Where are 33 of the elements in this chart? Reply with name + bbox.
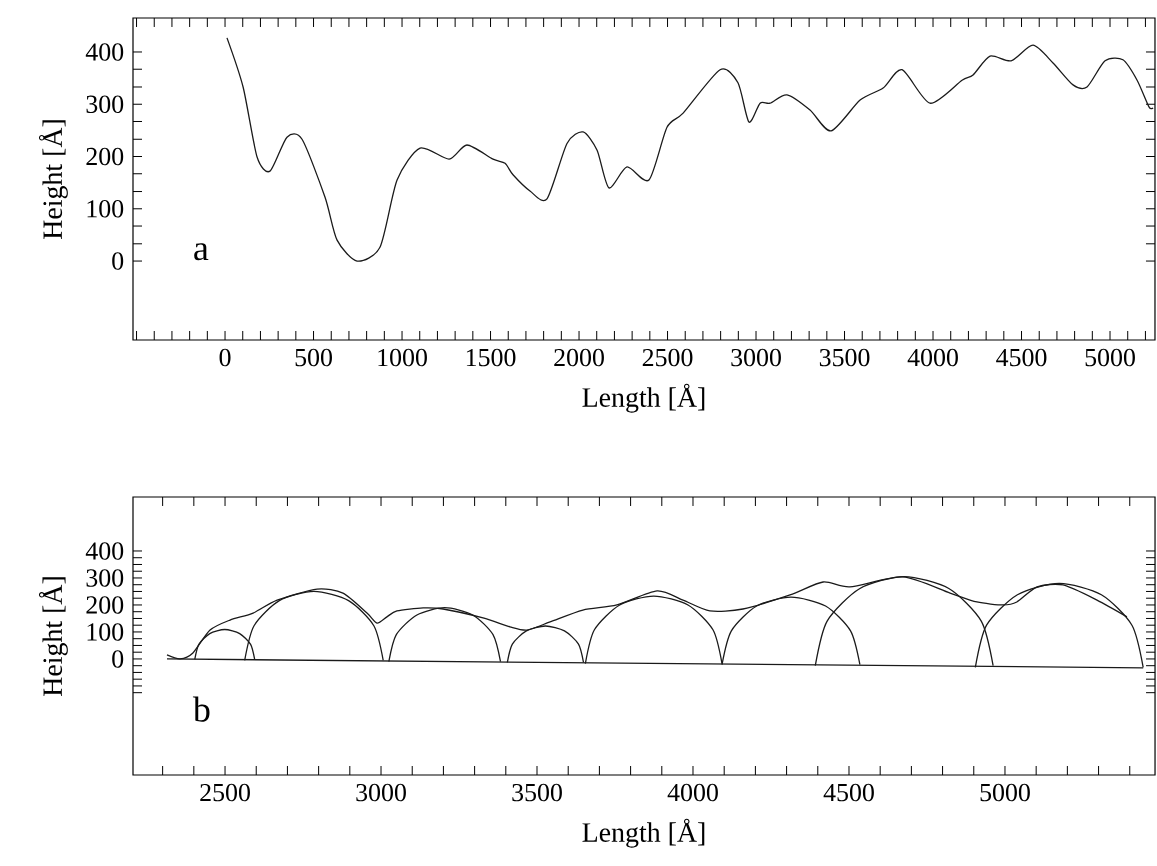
- annotation: b: [192, 696, 210, 722]
- x-tick-label: 3000: [356, 783, 406, 802]
- x-tick-label: 3500: [512, 783, 562, 802]
- y-tick-label: 200: [86, 596, 124, 614]
- x-tick-label: 2500: [642, 348, 693, 367]
- y-tick-label: 200: [86, 147, 124, 166]
- y-tick-label: 0: [112, 252, 124, 270]
- x-tick-label: 1500: [466, 348, 516, 367]
- y-tick-label: 100: [87, 623, 124, 641]
- x-tick-label: 5000: [980, 783, 1030, 802]
- x-tick-label: 500: [295, 348, 332, 367]
- x-axis-title: Length [Å]: [582, 383, 705, 413]
- x-tick-label: 4500: [823, 783, 874, 802]
- x-tick-label: 4000: [907, 348, 958, 367]
- annotation: a: [194, 243, 209, 261]
- x-tick-label: 2500: [200, 783, 250, 802]
- y-tick-label: 100: [87, 200, 124, 218]
- y-tick-label: 400: [85, 542, 124, 560]
- y-axis-title: Height [Å]: [38, 120, 68, 240]
- y-axis-title: Height [Å]: [38, 577, 68, 697]
- x-tick-label: 0: [219, 348, 231, 367]
- y-tick-label: 0: [112, 650, 124, 668]
- y-tick-label: 300: [86, 569, 124, 587]
- y-tick-label: 300: [86, 95, 124, 113]
- x-tick-label: 1000: [378, 348, 427, 367]
- x-axis-title: Length [Å]: [582, 818, 705, 848]
- x-tick-label: 4500: [996, 348, 1047, 367]
- x-tick-label: 5000: [1085, 348, 1135, 367]
- y-tick-label: 400: [85, 43, 124, 61]
- x-tick-label: 3500: [819, 348, 870, 367]
- x-tick-label: 3000: [731, 348, 781, 367]
- x-tick-label: 4000: [667, 783, 718, 802]
- x-tick-label: 2000: [554, 348, 604, 367]
